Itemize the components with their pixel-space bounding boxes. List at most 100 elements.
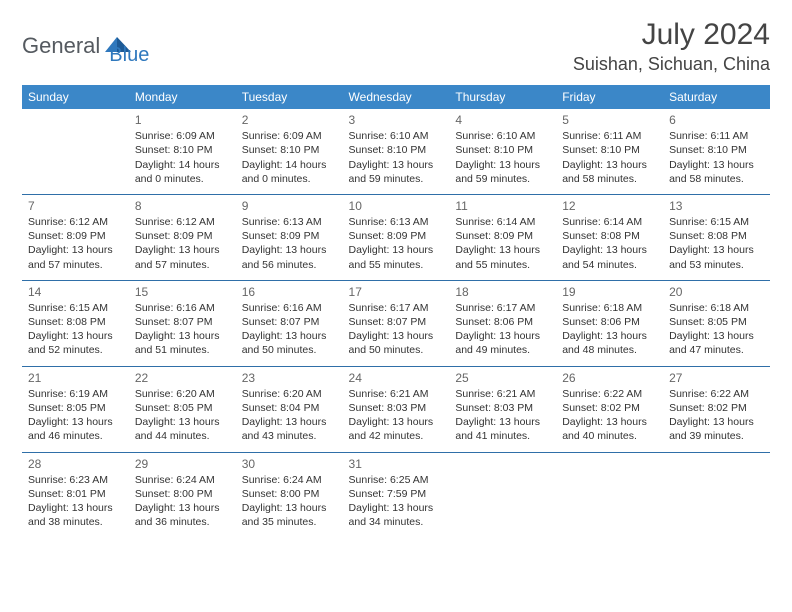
daylight-text: Daylight: 13 hours [669,158,764,172]
daylight-text: and 59 minutes. [455,172,550,186]
daylight-text: and 58 minutes. [669,172,764,186]
day-number: 8 [135,198,230,214]
sunset-text: Sunset: 8:10 PM [135,143,230,157]
sunrise-text: Sunrise: 6:22 AM [669,387,764,401]
calendar-day-cell: 29Sunrise: 6:24 AMSunset: 8:00 PMDayligh… [129,452,236,537]
calendar-week-row: 14Sunrise: 6:15 AMSunset: 8:08 PMDayligh… [22,280,770,366]
daylight-text: Daylight: 14 hours [242,158,337,172]
calendar-day-cell [449,452,556,537]
sunset-text: Sunset: 8:02 PM [669,401,764,415]
sunrise-text: Sunrise: 6:10 AM [349,129,444,143]
sunset-text: Sunset: 8:03 PM [455,401,550,415]
daylight-text: Daylight: 13 hours [242,243,337,257]
sunrise-text: Sunrise: 6:13 AM [349,215,444,229]
calendar-day-cell: 31Sunrise: 6:25 AMSunset: 7:59 PMDayligh… [343,452,450,537]
daylight-text: Daylight: 13 hours [28,243,123,257]
calendar-day-cell: 22Sunrise: 6:20 AMSunset: 8:05 PMDayligh… [129,366,236,452]
sunset-text: Sunset: 8:06 PM [562,315,657,329]
daylight-text: and 51 minutes. [135,343,230,357]
day-number: 7 [28,198,123,214]
sunrise-text: Sunrise: 6:24 AM [242,473,337,487]
sunset-text: Sunset: 8:00 PM [242,487,337,501]
daylight-text: and 40 minutes. [562,429,657,443]
daylight-text: and 41 minutes. [455,429,550,443]
calendar-table: SundayMondayTuesdayWednesdayThursdayFrid… [22,85,770,537]
daylight-text: Daylight: 13 hours [669,415,764,429]
daylight-text: and 59 minutes. [349,172,444,186]
daylight-text: and 47 minutes. [669,343,764,357]
daylight-text: Daylight: 13 hours [349,415,444,429]
sunrise-text: Sunrise: 6:16 AM [135,301,230,315]
calendar-day-cell: 17Sunrise: 6:17 AMSunset: 8:07 PMDayligh… [343,280,450,366]
sunset-text: Sunset: 8:07 PM [242,315,337,329]
brand-logo: General Blue [22,24,149,67]
calendar-day-cell: 1Sunrise: 6:09 AMSunset: 8:10 PMDaylight… [129,109,236,194]
day-number: 11 [455,198,550,214]
daylight-text: Daylight: 13 hours [135,415,230,429]
calendar-day-cell: 2Sunrise: 6:09 AMSunset: 8:10 PMDaylight… [236,109,343,194]
sunrise-text: Sunrise: 6:17 AM [455,301,550,315]
sunrise-text: Sunrise: 6:11 AM [669,129,764,143]
sunset-text: Sunset: 8:10 PM [562,143,657,157]
day-number: 17 [349,284,444,300]
brand-text-general: General [22,33,100,59]
daylight-text: and 46 minutes. [28,429,123,443]
calendar-day-cell: 8Sunrise: 6:12 AMSunset: 8:09 PMDaylight… [129,194,236,280]
sunset-text: Sunset: 8:00 PM [135,487,230,501]
sunrise-text: Sunrise: 6:12 AM [28,215,123,229]
daylight-text: Daylight: 13 hours [135,243,230,257]
calendar-day-cell [556,452,663,537]
day-number: 15 [135,284,230,300]
daylight-text: and 49 minutes. [455,343,550,357]
calendar-day-cell: 7Sunrise: 6:12 AMSunset: 8:09 PMDaylight… [22,194,129,280]
calendar-week-row: 7Sunrise: 6:12 AMSunset: 8:09 PMDaylight… [22,194,770,280]
daylight-text: Daylight: 13 hours [562,415,657,429]
day-number: 23 [242,370,337,386]
sunrise-text: Sunrise: 6:24 AM [135,473,230,487]
day-number: 26 [562,370,657,386]
daylight-text: and 54 minutes. [562,258,657,272]
calendar-day-cell: 16Sunrise: 6:16 AMSunset: 8:07 PMDayligh… [236,280,343,366]
calendar-day-cell: 3Sunrise: 6:10 AMSunset: 8:10 PMDaylight… [343,109,450,194]
day-number: 22 [135,370,230,386]
calendar-day-cell: 5Sunrise: 6:11 AMSunset: 8:10 PMDaylight… [556,109,663,194]
day-number: 1 [135,112,230,128]
daylight-text: and 34 minutes. [349,515,444,529]
daylight-text: Daylight: 13 hours [135,501,230,515]
sunrise-text: Sunrise: 6:09 AM [135,129,230,143]
daylight-text: and 55 minutes. [455,258,550,272]
sunrise-text: Sunrise: 6:18 AM [669,301,764,315]
sunrise-text: Sunrise: 6:18 AM [562,301,657,315]
weekday-header: Tuesday [236,85,343,109]
sunrise-text: Sunrise: 6:14 AM [455,215,550,229]
location-subtitle: Suishan, Sichuan, China [573,54,770,75]
calendar-day-cell: 4Sunrise: 6:10 AMSunset: 8:10 PMDaylight… [449,109,556,194]
daylight-text: and 44 minutes. [135,429,230,443]
day-number: 6 [669,112,764,128]
day-number: 12 [562,198,657,214]
page-header: General Blue July 2024 Suishan, Sichuan,… [22,18,770,75]
sunrise-text: Sunrise: 6:19 AM [28,387,123,401]
sunset-text: Sunset: 8:10 PM [349,143,444,157]
sunset-text: Sunset: 8:06 PM [455,315,550,329]
brand-text-blue: Blue [109,44,149,67]
daylight-text: Daylight: 13 hours [455,329,550,343]
calendar-day-cell: 18Sunrise: 6:17 AMSunset: 8:06 PMDayligh… [449,280,556,366]
day-number: 24 [349,370,444,386]
daylight-text: and 36 minutes. [135,515,230,529]
weekday-header: Thursday [449,85,556,109]
calendar-week-row: 1Sunrise: 6:09 AMSunset: 8:10 PMDaylight… [22,109,770,194]
sunset-text: Sunset: 8:10 PM [455,143,550,157]
calendar-day-cell: 21Sunrise: 6:19 AMSunset: 8:05 PMDayligh… [22,366,129,452]
day-number: 19 [562,284,657,300]
calendar-day-cell: 9Sunrise: 6:13 AMSunset: 8:09 PMDaylight… [236,194,343,280]
day-number: 4 [455,112,550,128]
weekday-header: Sunday [22,85,129,109]
daylight-text: and 48 minutes. [562,343,657,357]
daylight-text: Daylight: 13 hours [349,329,444,343]
daylight-text: and 43 minutes. [242,429,337,443]
sunset-text: Sunset: 8:07 PM [135,315,230,329]
daylight-text: Daylight: 13 hours [28,329,123,343]
calendar-day-cell [663,452,770,537]
day-number: 9 [242,198,337,214]
